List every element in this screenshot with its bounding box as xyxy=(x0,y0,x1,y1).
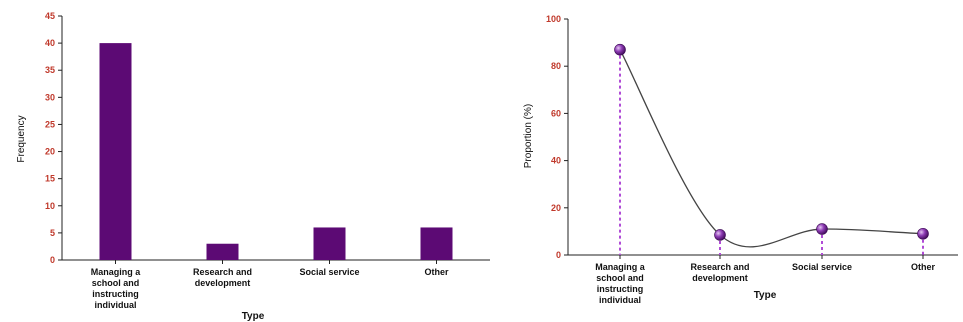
series-point xyxy=(917,227,929,240)
bar-chart-xlabel: Type xyxy=(242,311,265,322)
bar-chart: 0 5 10 15 20 25 30 35 40 45 Managing a school and in… xyxy=(16,11,490,322)
bar-chart-y-tick-label: 25 xyxy=(45,119,55,129)
bar-chart-y-tick-label: 5 xyxy=(50,228,55,238)
line-chart-y-tick-label: 40 xyxy=(551,156,561,166)
bar-chart-y-tick-label: 40 xyxy=(45,38,55,48)
bar-chart-y-tick-label: 30 xyxy=(45,92,55,102)
bar-chart-x-tick-label: Managing a school and instructing individua… xyxy=(91,267,141,310)
line-chart-x-tick-label: Research and development xyxy=(690,262,749,283)
bar xyxy=(99,43,132,260)
bar-chart-y-tick-label: 45 xyxy=(45,11,55,21)
bar-chart-x-tick-label: Research and development xyxy=(193,267,252,288)
bar-chart-x-tick-label: Social service xyxy=(299,267,359,277)
line-chart: 0 20 40 60 80 100 Managing a school and instruct… xyxy=(523,14,958,305)
bar-chart-y-tick-label: 35 xyxy=(45,65,55,75)
line-chart-x-tick-label: Social service xyxy=(792,262,852,272)
line-chart-y-tick-label: 20 xyxy=(551,203,561,213)
series-point xyxy=(816,223,828,235)
line-chart-x-tick-label: Other xyxy=(911,262,936,272)
series-point xyxy=(614,43,626,56)
series-line xyxy=(619,49,924,248)
line-chart-x-tick-label: Managing a school and instructing individua… xyxy=(595,262,645,305)
bar-chart-y-tick-label: 0 xyxy=(50,255,55,265)
line-chart-y-tick-label: 80 xyxy=(551,61,561,71)
series-point xyxy=(714,229,726,241)
line-chart-ylabel: Proportion (%) xyxy=(523,104,534,168)
line-chart-y-tick-label: 0 xyxy=(556,250,561,260)
bar xyxy=(420,227,453,260)
bar-chart-y-tick-label: 10 xyxy=(45,201,55,211)
bar-chart-y-tick-label: 15 xyxy=(45,174,55,184)
bar xyxy=(313,227,346,260)
bar-chart-y-tick-label: 20 xyxy=(45,147,55,157)
line-chart-y-tick-label: 100 xyxy=(546,14,561,24)
line-chart-xlabel: Type xyxy=(754,290,777,301)
line-chart-y-tick-label: 60 xyxy=(551,108,561,118)
line-chart-plot: 0 20 40 60 80 100 Managing a school and instruct… xyxy=(546,14,958,305)
bar-chart-plot: 0 5 10 15 20 25 30 35 40 45 Managing a school and in… xyxy=(45,11,490,310)
bar-chart-x-tick-label: Other xyxy=(424,267,449,277)
bar xyxy=(206,243,239,260)
bar-chart-ylabel: Frequency xyxy=(16,115,27,162)
